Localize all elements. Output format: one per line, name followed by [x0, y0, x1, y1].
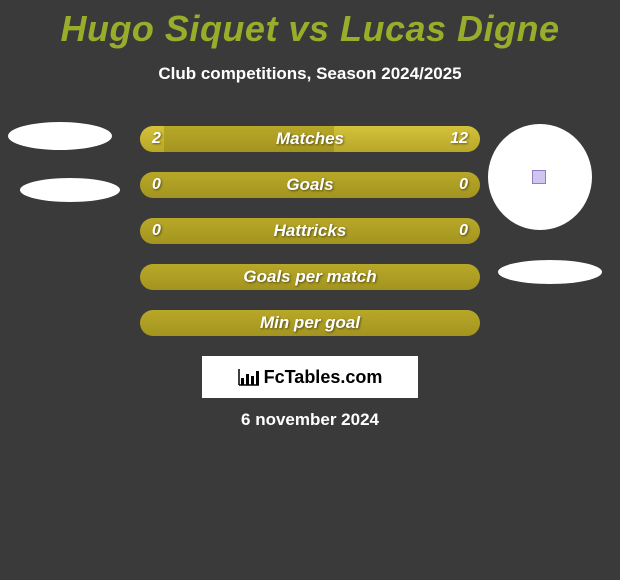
- image-placeholder-icon: [532, 170, 546, 184]
- bar-label: Min per goal: [140, 310, 480, 336]
- logo-text: FcTables.com: [264, 367, 383, 388]
- bar-label: Goals: [140, 172, 480, 198]
- bar-label: Hattricks: [140, 218, 480, 244]
- bar-value-right: 0: [459, 172, 468, 198]
- date-text: 6 november 2024: [0, 410, 620, 430]
- page-title: Hugo Siquet vs Lucas Digne: [0, 0, 620, 50]
- stat-bars: Matches212Goals00Hattricks00Goals per ma…: [140, 126, 480, 356]
- stat-bar: Hattricks0 0: [140, 218, 480, 244]
- player-left-shape-1: [8, 122, 112, 150]
- bar-value-left: 0: [152, 218, 161, 244]
- stat-bar: Goals0 0: [140, 172, 480, 198]
- player-right-shape-2: [498, 260, 602, 284]
- stat-bar: Min per goal: [140, 310, 480, 336]
- player-left-shape-2: [20, 178, 120, 202]
- bar-label: Matches: [140, 126, 480, 152]
- fctables-logo[interactable]: FcTables.com: [202, 356, 418, 398]
- bar-value-right: 0: [459, 218, 468, 244]
- bar-value-left: 2: [152, 126, 161, 152]
- page-subtitle: Club competitions, Season 2024/2025: [0, 64, 620, 84]
- bar-value-left: 0: [152, 172, 161, 198]
- stat-bar: Matches2 12: [140, 126, 480, 152]
- bar-chart-icon: [238, 368, 260, 386]
- bar-value-right: 12: [450, 126, 468, 152]
- bar-label: Goals per match: [140, 264, 480, 290]
- stat-bar: Goals per match: [140, 264, 480, 290]
